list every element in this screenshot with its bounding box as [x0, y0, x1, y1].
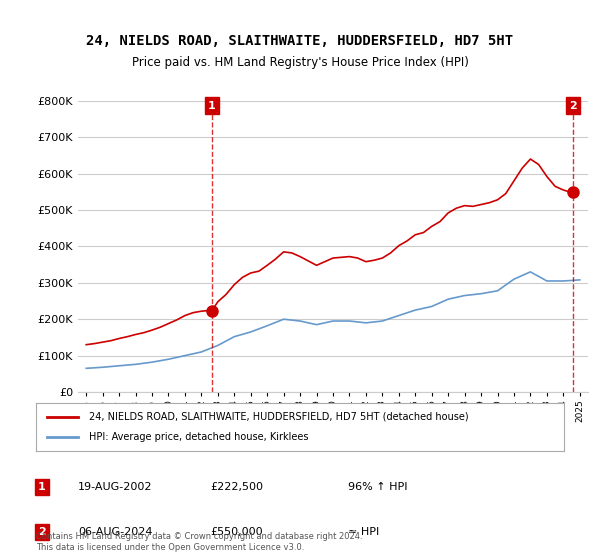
Text: 24, NIELDS ROAD, SLAITHWAITE, HUDDERSFIELD, HD7 5HT: 24, NIELDS ROAD, SLAITHWAITE, HUDDERSFIE… [86, 34, 514, 48]
Text: 96% ↑ HPI: 96% ↑ HPI [348, 482, 407, 492]
Text: 24, NIELDS ROAD, SLAITHWAITE, HUDDERSFIELD, HD7 5HT (detached house): 24, NIELDS ROAD, SLAITHWAITE, HUDDERSFIE… [89, 412, 469, 422]
Text: £222,500: £222,500 [210, 482, 263, 492]
Text: 2: 2 [569, 101, 577, 111]
Text: 2: 2 [38, 527, 46, 537]
Text: 06-AUG-2024: 06-AUG-2024 [78, 527, 152, 537]
Text: £550,000: £550,000 [210, 527, 263, 537]
Text: 19-AUG-2002: 19-AUG-2002 [78, 482, 152, 492]
Text: 1: 1 [38, 482, 46, 492]
Text: 1: 1 [208, 101, 215, 111]
Text: Price paid vs. HM Land Registry's House Price Index (HPI): Price paid vs. HM Land Registry's House … [131, 56, 469, 69]
Text: ≈ HPI: ≈ HPI [348, 527, 379, 537]
Text: HPI: Average price, detached house, Kirklees: HPI: Average price, detached house, Kirk… [89, 432, 308, 442]
Text: Contains HM Land Registry data © Crown copyright and database right 2024.
This d: Contains HM Land Registry data © Crown c… [36, 532, 362, 552]
